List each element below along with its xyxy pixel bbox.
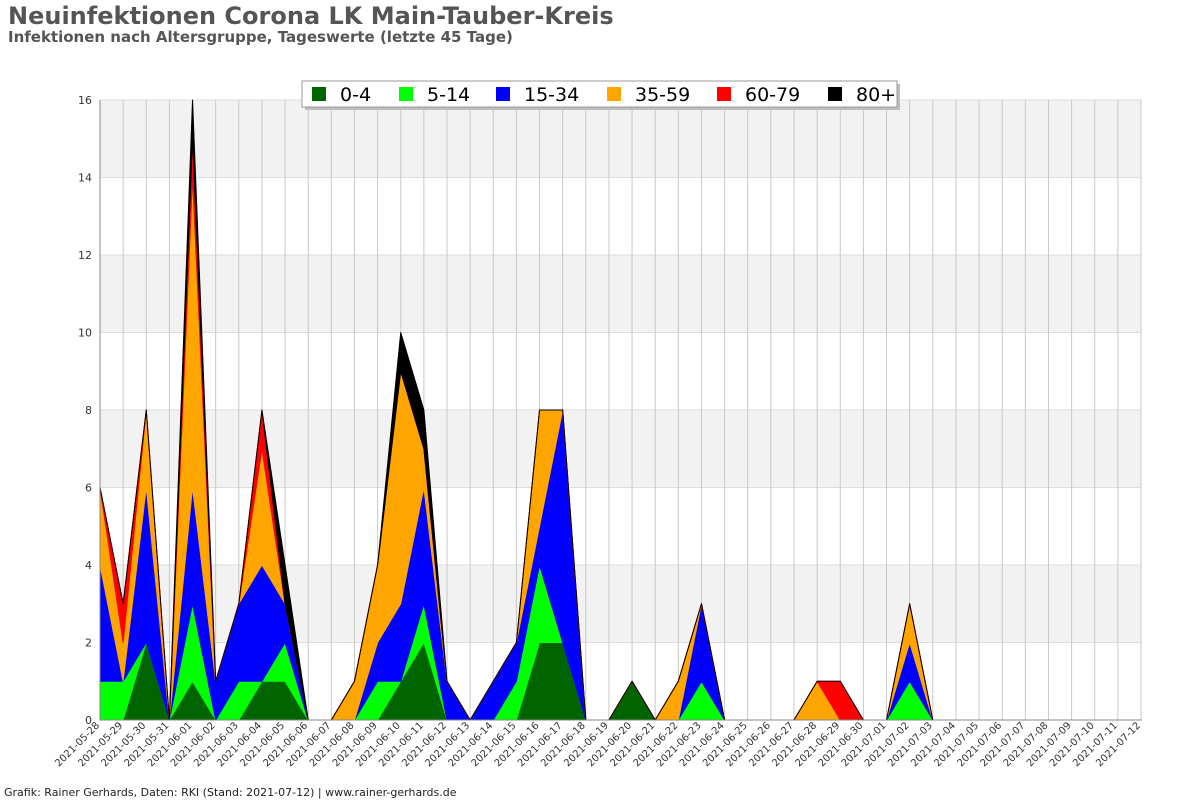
legend-label: 35-59 [635,84,690,106]
chart-subtitle: Infektionen nach Altersgruppe, Tageswert… [8,28,513,46]
footer-credit: Grafik: Rainer Gerhards, Daten: RKI (Sta… [4,786,457,799]
plot-band [100,100,1141,178]
legend-swatch [717,87,731,101]
plot-band [100,410,1141,488]
legend-swatch [312,87,326,101]
legend: 0-4 5-14 15-34 35-59 60-79 80+ [301,80,900,110]
legend-swatch [607,87,621,101]
y-tick-label: 12 [78,249,92,262]
legend-swatch [828,87,842,101]
axes [99,100,1141,721]
y-tick-label: 6 [85,482,92,495]
plot-band [100,177,1141,255]
x-tick-labels: 2021-05-282021-05-292021-05-302021-05-31… [53,720,1143,769]
legend-box [301,80,898,108]
legend-label: 60-79 [745,84,800,106]
y-tick-label: 8 [85,404,92,417]
y-tick-label: 16 [78,94,92,107]
y-tick-labels: 0 2 4 6 8 10 12 14 16 [78,94,92,727]
legend-label: 5-14 [427,84,470,106]
plot-band [100,332,1141,410]
chart-title: Neuinfektionen Corona LK Main-Tauber-Kre… [8,2,614,30]
y-tick-label: 10 [78,327,92,340]
plot-band [100,255,1141,333]
y-tick-label: 4 [85,559,92,572]
legend-label: 80+ [856,84,896,106]
y-tick-label: 2 [85,637,92,650]
legend-label: 0-4 [340,84,371,106]
legend-label: 15-34 [524,84,579,106]
y-tick-label: 14 [78,172,92,185]
legend-swatch [399,87,413,101]
y-tick-label: 0 [85,714,92,727]
legend-swatch [496,87,510,101]
